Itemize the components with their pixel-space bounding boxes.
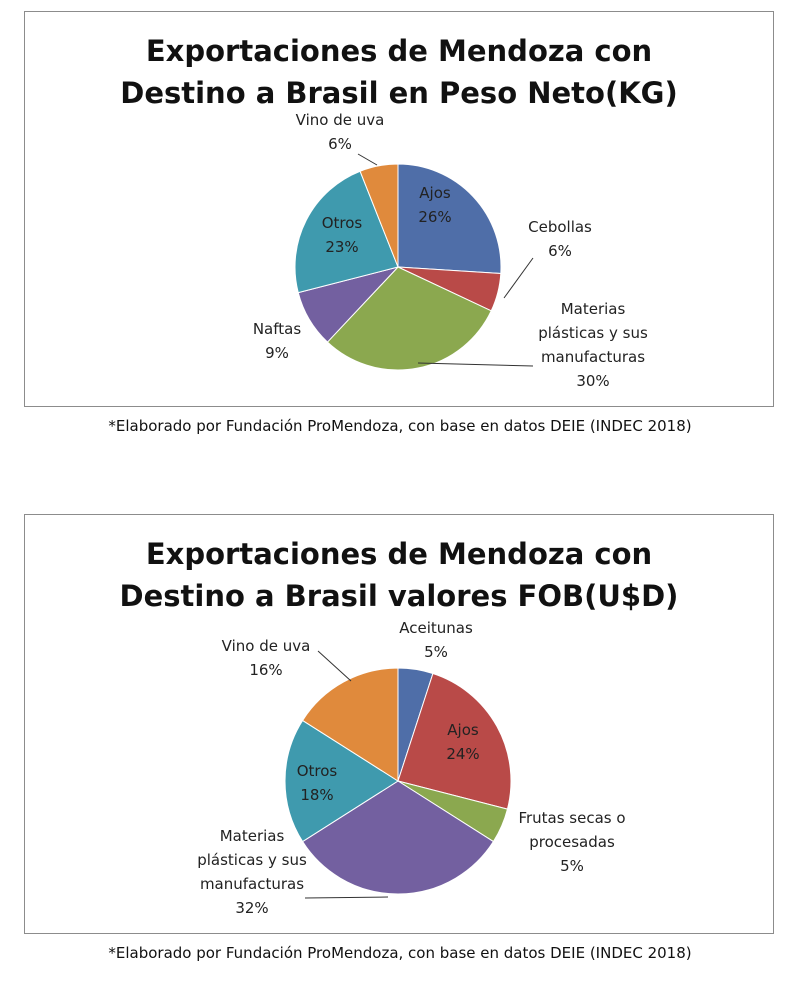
source-caption: *Elaborado por Fundación ProMendoza, con… [108, 417, 692, 435]
chart-title-line-1: Exportaciones de Mendoza con [145, 537, 653, 571]
data-label-cebollas: Cebollas 6% [528, 218, 592, 260]
data-label-aceitunas: Aceitunas 5% [399, 619, 473, 661]
pie-slice-otros [294, 170, 399, 294]
data-label-vino-de-uva: Vino de uva 16% [222, 637, 311, 679]
data-label-naftas: Naftas 9% [253, 320, 302, 362]
pie-slice-ajos [397, 672, 512, 810]
pie-slice-materias-plasticas-y-sus-manufacturas [301, 780, 495, 895]
data-label-frutas-secas-o-procesadas: Frutas secas o procesadas 5% [518, 809, 625, 875]
data-label-vino-de-uva: Vino de uva 6% [296, 111, 385, 153]
chart-peso-neto: Exportaciones de Mendoza con Destino a B… [24, 11, 774, 407]
leader-line-materias-plasticas-y-sus-manufacturas [304, 896, 389, 899]
data-label-materias-plasticas-y-sus-manufacturas: Materias plásticas y sus manufacturas 30% [538, 300, 648, 390]
data-label-ajos: Ajos 26% [418, 184, 451, 226]
pie-chart-valores-fob: Aceitunas 5% Ajos 24% Frutas secas o procesad… [197, 619, 625, 917]
source-caption: *Elaborado por Fundación ProMendoza, con… [108, 944, 692, 962]
pie-slice-ajos [397, 163, 502, 275]
leader-line-cebollas [503, 257, 534, 299]
chart-title: Exportaciones de Mendoza con Destino a B… [25, 30, 773, 114]
leader-line-materias-plasticas-y-sus-manufacturas [417, 362, 534, 367]
pie-slice-vino-de-uva [359, 163, 399, 268]
pie-slice-materias-plasticas-y-sus-manufacturas [326, 266, 492, 371]
leader-line-vino-de-uva [317, 650, 352, 682]
pie-slice-vino-de-uva [301, 667, 399, 782]
data-label-materias-plasticas-y-sus-manufacturas: Materias plásticas y sus manufacturas 32% [197, 827, 307, 917]
data-label-otros: Otros 18% [297, 762, 338, 804]
pie-slice-otros [284, 719, 399, 843]
chart-title-line-2: Destino a Brasil en Peso Neto(KG) [120, 76, 678, 110]
chart-title-line-1: Exportaciones de Mendoza con [145, 34, 653, 68]
chart-title: Exportaciones de Mendoza con Destino a B… [25, 533, 773, 617]
chart-valores-fob: Exportaciones de Mendoza con Destino a B… [24, 514, 774, 934]
data-label-otros: Otros 23% [322, 214, 363, 256]
chart-title-line-2: Destino a Brasil valores FOB(U$D) [119, 579, 679, 613]
leader-line-vino-de-uva [357, 153, 378, 166]
data-label-ajos: Ajos 24% [446, 721, 479, 763]
pie-chart-peso-neto: Ajos 26% Cebollas 6% Materias plásticas y sus… [253, 111, 648, 390]
